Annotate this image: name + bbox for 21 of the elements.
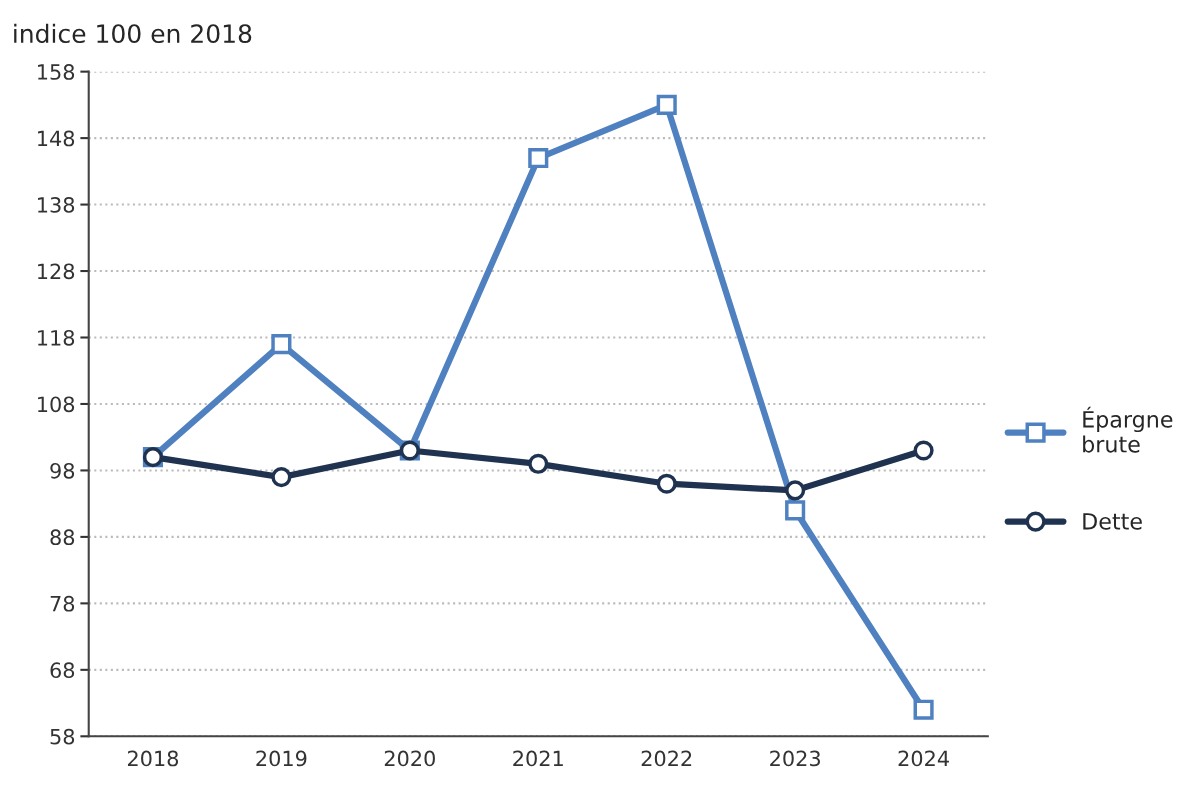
x-tick-label: 2018	[127, 750, 179, 767]
y-tick-label: 98	[50, 462, 75, 479]
legend-label: Épargne brute	[1083, 406, 1173, 453]
y-tick-label: 148	[38, 130, 75, 147]
x-tick-label: 2022	[641, 750, 692, 767]
x-tick-label: 2020	[384, 750, 435, 767]
x-tick-label: 2023	[770, 750, 820, 767]
y-tick-label: 88	[50, 529, 75, 546]
y-tick-label: 108	[38, 396, 75, 413]
x-tick-label: 2024	[898, 750, 949, 767]
y-tick-label: 138	[38, 197, 75, 213]
x-tick-label: 2021	[513, 750, 563, 767]
y-tick-label: 78	[50, 595, 75, 612]
y-tick-label: 58	[50, 728, 75, 745]
y-tick-label: 68	[50, 662, 75, 679]
chart-title: indice 100 en 2018	[14, 23, 252, 44]
legend-label: Dette	[1083, 513, 1142, 530]
x-tick-label: 2019	[256, 750, 307, 767]
y-tick-label: 128	[38, 263, 75, 280]
y-tick-label: 158	[38, 64, 75, 80]
y-tick-label: 118	[38, 329, 75, 346]
